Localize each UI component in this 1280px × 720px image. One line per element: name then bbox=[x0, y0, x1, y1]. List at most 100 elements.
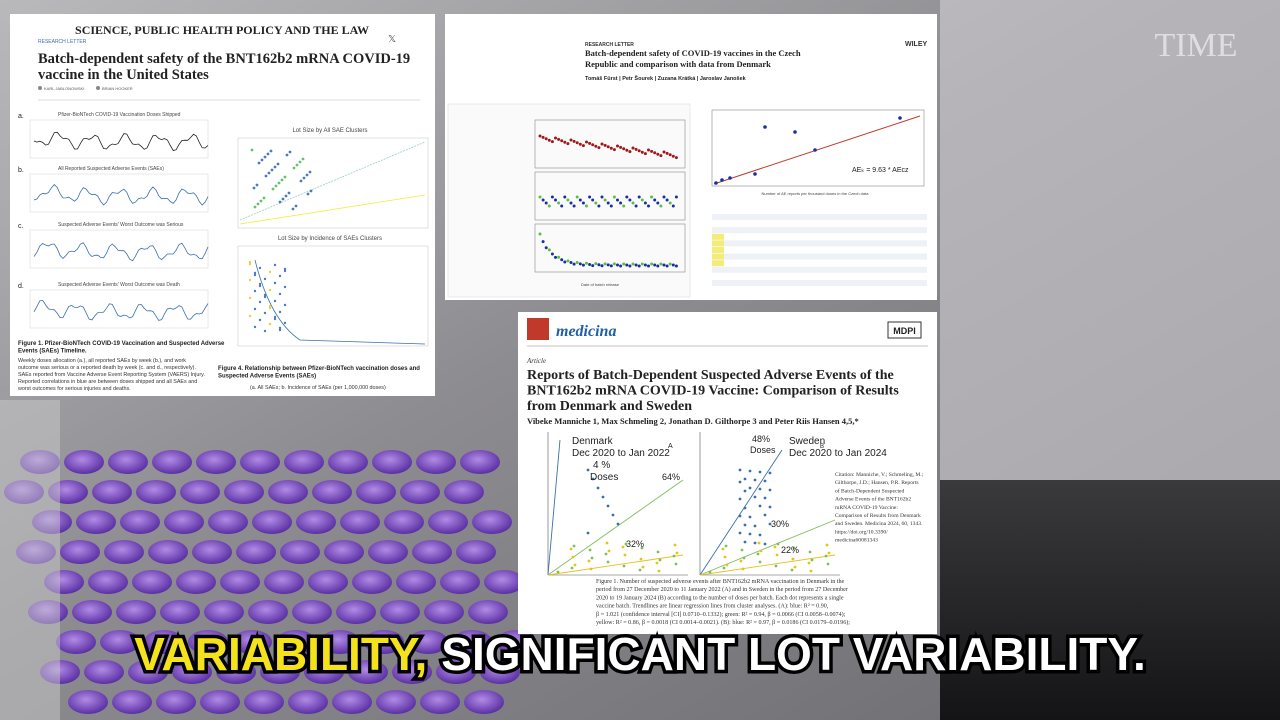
vial-cap bbox=[284, 450, 324, 474]
scatter-dot bbox=[284, 194, 288, 198]
scatter-dot bbox=[566, 259, 570, 263]
scatter-dot bbox=[655, 561, 659, 565]
scatter-dot bbox=[625, 263, 629, 267]
scatter-dot bbox=[253, 273, 257, 277]
scatter-dot bbox=[294, 204, 298, 208]
vial-cap bbox=[188, 630, 228, 654]
vial-cap bbox=[196, 450, 236, 474]
vial-cap bbox=[364, 630, 404, 654]
title: Reports of Batch-Dependent Suspected Adv… bbox=[527, 368, 894, 383]
scatter-dot bbox=[291, 207, 295, 211]
scatter-dot bbox=[600, 142, 604, 146]
scatter-dot bbox=[621, 545, 625, 549]
vial-cap bbox=[56, 630, 96, 654]
scatter-dot bbox=[671, 204, 675, 208]
scatter-dot bbox=[563, 195, 567, 199]
scatter-dot bbox=[640, 198, 644, 202]
scatter-dot bbox=[631, 146, 635, 150]
vial-cap bbox=[116, 600, 156, 624]
scatter-dot bbox=[581, 263, 585, 267]
scatter-dot bbox=[589, 567, 593, 571]
figure-caption: period from 27 December 2020 to 11 Janua… bbox=[596, 586, 848, 593]
scatter-dot bbox=[665, 198, 669, 202]
paper-czech: RESEARCH LETTER WILEY Batch-dependent sa… bbox=[445, 14, 937, 300]
scatter-dot bbox=[258, 266, 262, 270]
scatter-dot bbox=[609, 146, 613, 150]
scatter-dot bbox=[566, 142, 570, 146]
chart-label: Sweden bbox=[789, 436, 825, 447]
scatter-dot bbox=[550, 140, 554, 144]
scatter-dot bbox=[611, 513, 615, 517]
vial-cap bbox=[236, 540, 276, 564]
scatter-dot bbox=[554, 255, 557, 259]
scatter-dot bbox=[253, 205, 257, 209]
vial-cap bbox=[456, 540, 496, 564]
scatter-dot bbox=[594, 144, 598, 148]
title: Batch-dependent safety of COVID-19 vacci… bbox=[585, 48, 801, 58]
scatter-dot bbox=[657, 569, 661, 573]
scatter-dot bbox=[273, 263, 277, 267]
scatter-dot bbox=[622, 204, 626, 208]
scatter-dot bbox=[606, 201, 610, 205]
vial-cap bbox=[244, 690, 284, 714]
scatter-dot bbox=[656, 201, 660, 205]
scatter-dot bbox=[587, 559, 591, 563]
scatter-dot bbox=[270, 168, 274, 172]
scatter-dot bbox=[557, 137, 561, 141]
vial-cap bbox=[76, 510, 116, 534]
vial-cap bbox=[440, 570, 480, 594]
axis-label: Number of AE reports per thousand doses … bbox=[762, 191, 870, 196]
tray-edge bbox=[0, 400, 60, 720]
vial-cap bbox=[180, 480, 220, 504]
scatter-dot bbox=[572, 544, 576, 548]
vial-cap bbox=[172, 660, 212, 684]
scatter-dot bbox=[591, 264, 595, 268]
scatter-dot bbox=[253, 271, 257, 275]
vial-cap bbox=[100, 630, 140, 654]
scatter-dot bbox=[299, 179, 303, 183]
figure-text: outcome was serious or a reported death … bbox=[18, 365, 196, 371]
journal: medicina bbox=[556, 323, 616, 340]
chart-title: Lot Size by Incidence of SAEs Clusters bbox=[278, 236, 382, 242]
trend bbox=[239, 141, 426, 221]
scatter-dot bbox=[285, 153, 289, 157]
vial-cap bbox=[368, 540, 408, 564]
table-row bbox=[712, 260, 927, 267]
scatter-dot bbox=[259, 199, 263, 203]
scatter-dot bbox=[591, 143, 595, 147]
scatter-dot bbox=[572, 262, 576, 266]
scatter-dot bbox=[640, 262, 644, 266]
scatter-dot bbox=[273, 281, 277, 285]
scatter-dot bbox=[742, 556, 746, 560]
scatter-dot bbox=[612, 262, 616, 266]
scatter-dot bbox=[623, 553, 627, 557]
panel-frame bbox=[29, 119, 209, 159]
vial-cap bbox=[268, 480, 308, 504]
caption: VARIABILITY, SIGNIFICANT LOT VARIABILITY. bbox=[134, 628, 1146, 680]
figure-caption: Figure 1. Pfizer-BioNTech COVID-19 Vacci… bbox=[18, 341, 225, 347]
scatter-dot bbox=[721, 547, 725, 551]
paper-us: SCIENCE, PUBLIC HEALTH POLICY AND THE LA… bbox=[10, 14, 435, 396]
vial-cap bbox=[396, 570, 436, 594]
scatter-dot bbox=[758, 560, 762, 564]
scatter-dot bbox=[650, 195, 654, 199]
scatter-dot bbox=[578, 142, 582, 146]
vial-cap bbox=[220, 570, 260, 594]
scatter-dot bbox=[256, 202, 260, 206]
scatter-dot bbox=[725, 563, 729, 567]
scatter-dot bbox=[266, 152, 270, 156]
lab-wall bbox=[940, 0, 1280, 480]
vial-cap bbox=[320, 630, 360, 654]
scatter-dot bbox=[659, 154, 663, 158]
scatter-dot bbox=[570, 566, 574, 570]
scatter-dot bbox=[656, 264, 660, 268]
panel-title: Pfizer-BioNTech COVID-19 Vaccination Dos… bbox=[58, 112, 181, 118]
vial-cap bbox=[428, 510, 468, 534]
scatter-dot bbox=[753, 495, 757, 499]
scatter-dot bbox=[792, 546, 796, 550]
scatter-dot bbox=[550, 252, 554, 256]
scatter-dot bbox=[668, 201, 672, 205]
scatter-dot bbox=[257, 161, 261, 165]
scatter-dot bbox=[753, 541, 757, 545]
citation: and Sweden. Medicina 2024, 60, 1343. bbox=[835, 521, 923, 527]
